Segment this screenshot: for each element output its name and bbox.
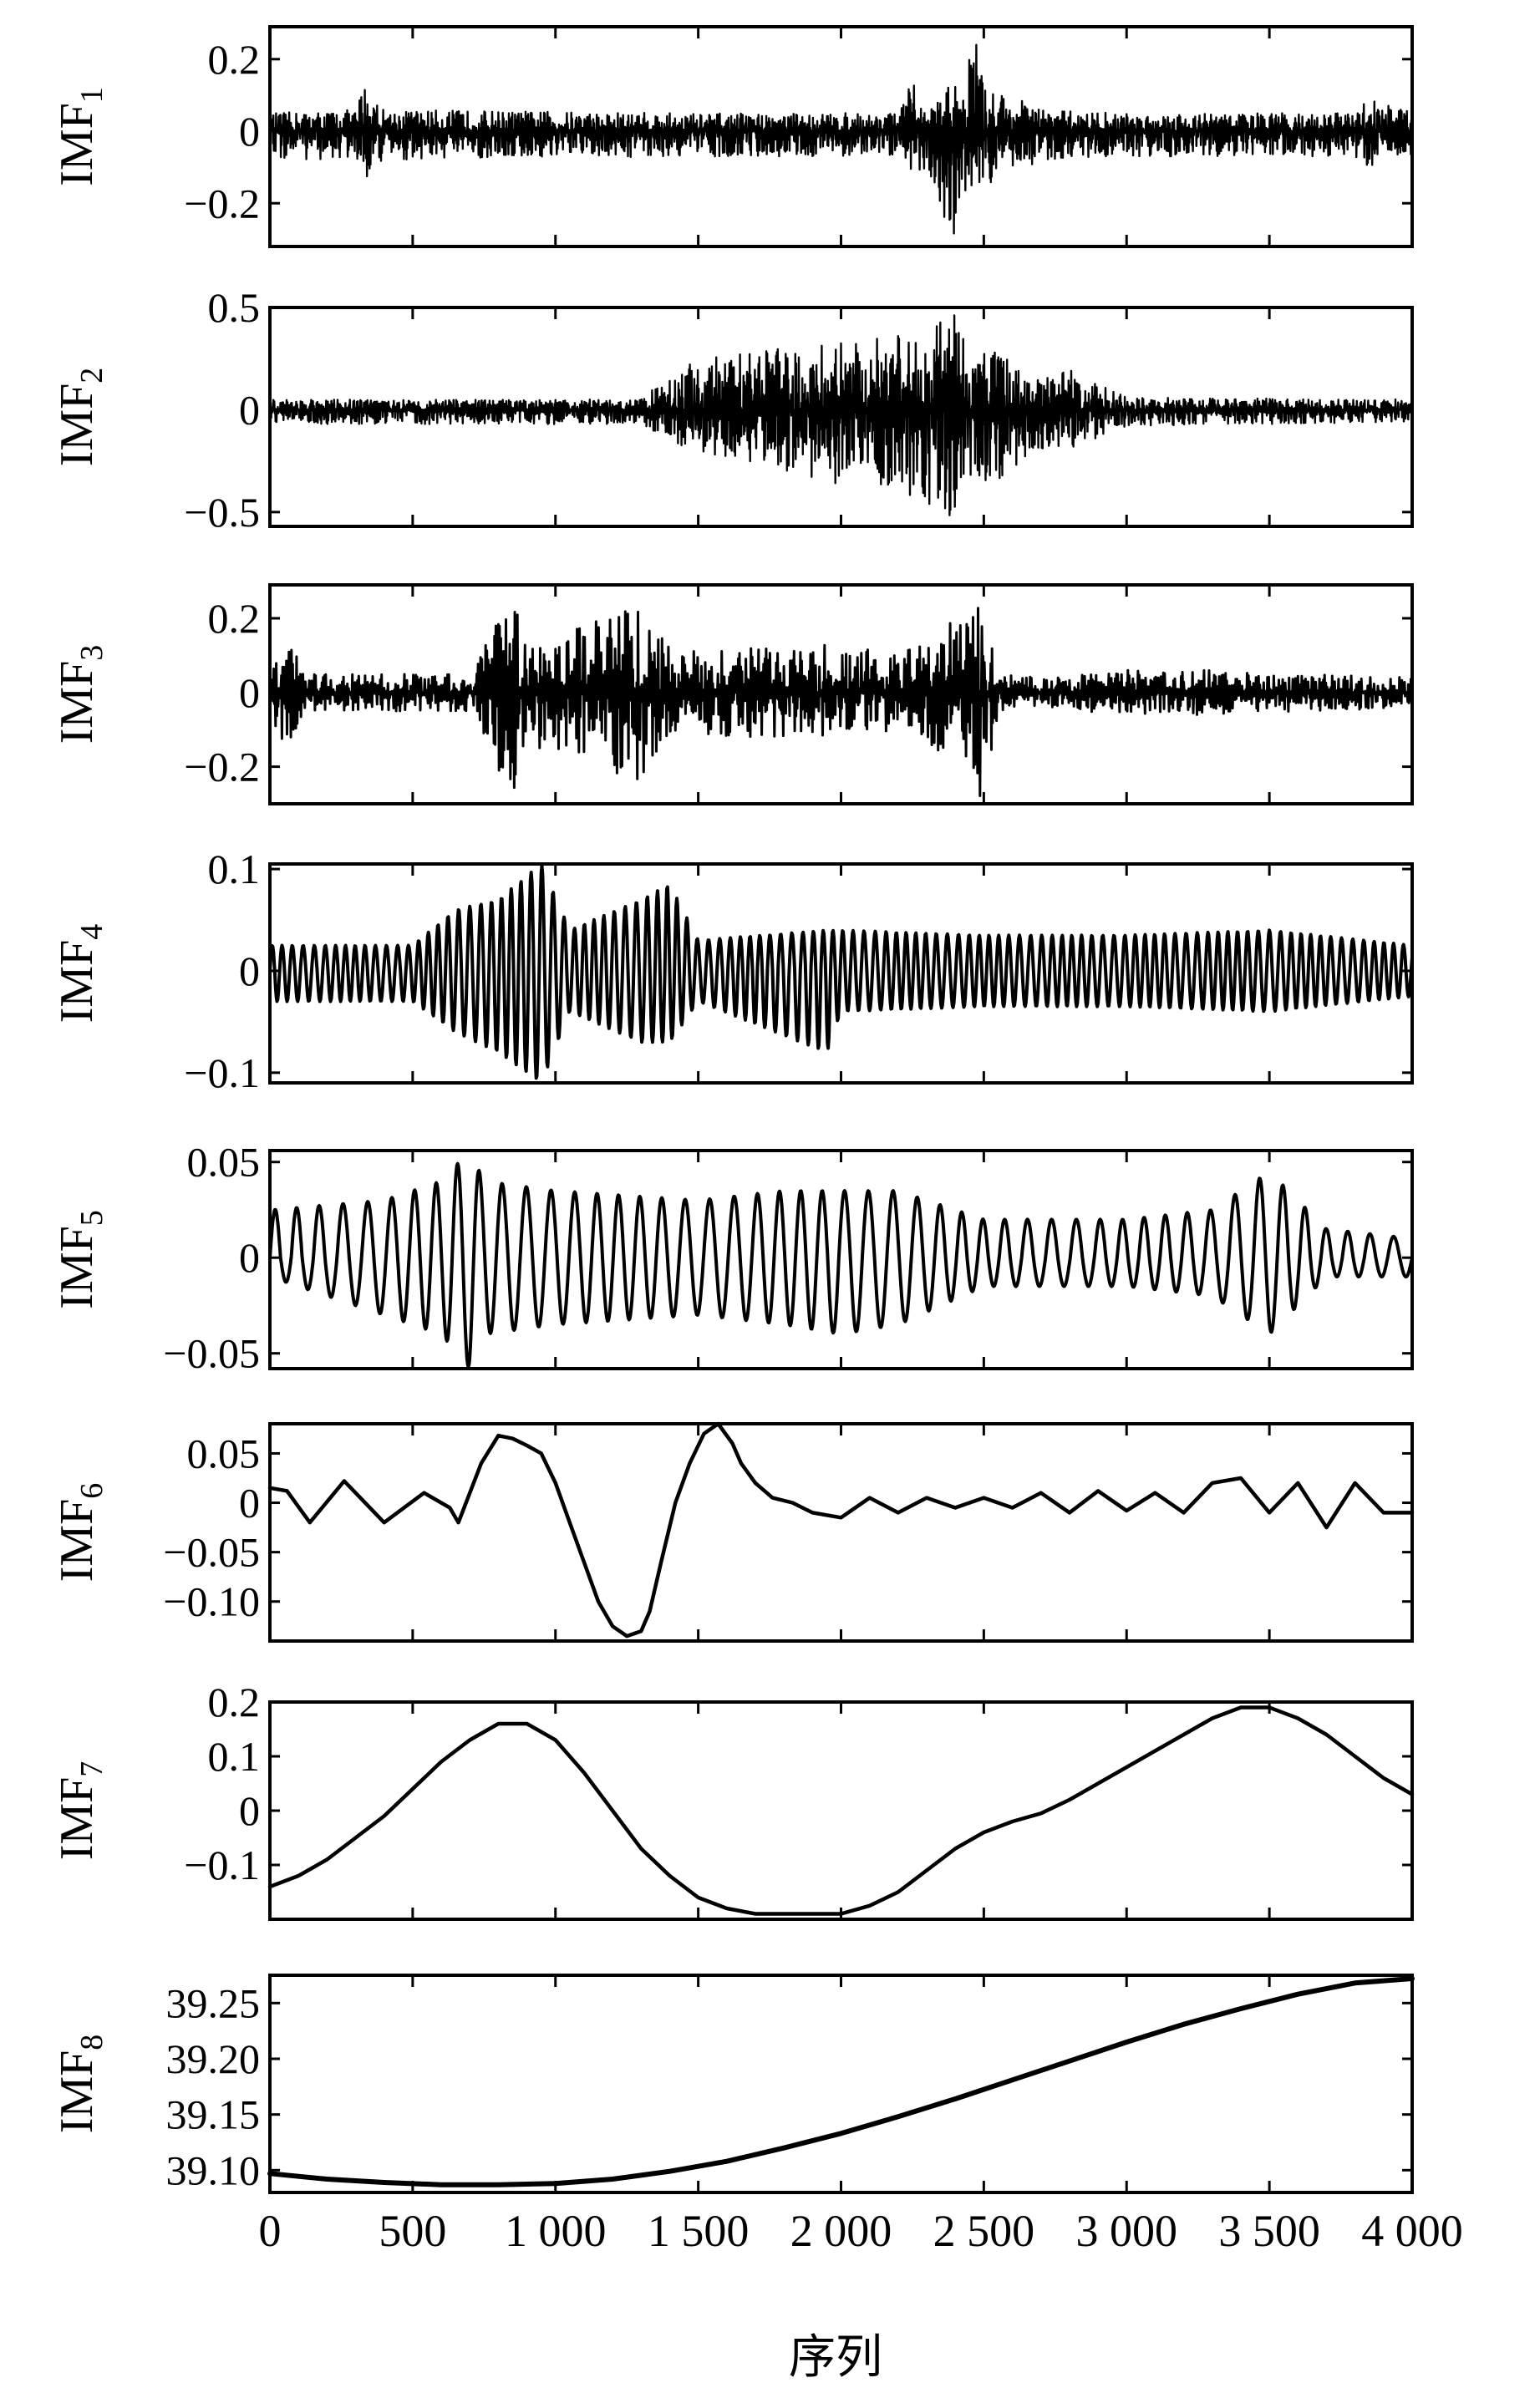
imf-panel: 0.2 0 −0.2 IMF1: [51, 25, 1414, 248]
y-tick-label: 0.1: [208, 846, 261, 892]
y-tick-label: −0.2: [184, 180, 260, 226]
y-tick-label: 0.2: [208, 36, 261, 83]
x-tick-label: 2 000: [790, 2206, 892, 2256]
y-tick-label: 0.2: [208, 1679, 261, 1725]
y-tick-label: 0: [239, 1787, 260, 1834]
panel-label: IMF1: [51, 87, 109, 186]
panel-label: IMF6: [51, 1483, 109, 1583]
imf-panel: 0.05 0 −0.05 IMF5: [51, 1139, 1414, 1377]
y-tick-label: −0.05: [163, 1529, 260, 1576]
imf-trace: [268, 43, 1414, 235]
x-axis-title: 序列: [789, 2332, 882, 2384]
y-tick-label: −0.10: [163, 1578, 260, 1625]
x-tick-label: 1 500: [648, 2206, 750, 2256]
imf-trace: [268, 607, 1414, 797]
y-tick-label: 0: [239, 1234, 260, 1281]
y-tick-label: −0.1: [184, 1049, 260, 1096]
panels: 0.20−0.2IMF10.50−0.5IMF20.20−0.2IMF30.10…: [51, 25, 1415, 2194]
x-tick-label: 4 000: [1361, 2206, 1463, 2256]
y-tick-label: 0.5: [208, 284, 261, 331]
y-tick-label: 39.20: [166, 2035, 261, 2082]
y-tick-label: 39.15: [166, 2091, 261, 2138]
y-tick-label: 0.05: [187, 1139, 261, 1186]
imf-trace: [267, 1421, 1415, 1639]
y-tick-label: 0: [239, 108, 260, 155]
imf-trace: [268, 864, 1414, 1080]
x-tick-label: 2 500: [933, 2206, 1035, 2256]
y-tick-label: 39.25: [166, 1979, 261, 2026]
imf-panel: 0.5 0 −0.5 IMF2: [51, 284, 1414, 536]
x-tick-label: 3 000: [1076, 2206, 1178, 2256]
imf-panel: 39.25 39.20 39.15 39.10 IMF8: [51, 1974, 1415, 2194]
y-tick-label: −0.05: [163, 1330, 260, 1377]
y-tick-label: 0: [239, 948, 260, 994]
panel-label: IMF4: [51, 924, 109, 1024]
panel-label: IMF7: [51, 1761, 109, 1861]
panel-frame: [268, 1422, 1414, 1643]
imf-trace: [267, 1976, 1415, 2187]
y-tick-label: 0: [239, 386, 260, 433]
imf-trace: [268, 1161, 1414, 1369]
y-tick-label: 39.10: [166, 2147, 261, 2193]
y-tick-label: 0.1: [208, 1733, 261, 1780]
x-tick-label: 3 500: [1218, 2206, 1320, 2256]
x-tick-label: 500: [379, 2206, 446, 2256]
imf-panel: 0.2 0.1 0 −0.1 IMF7: [51, 1679, 1415, 1921]
y-tick-label: 0.2: [208, 595, 261, 642]
panel-label: IMF5: [51, 1210, 109, 1309]
y-tick-label: 0: [239, 669, 260, 716]
x-tick-label: 0: [259, 2206, 282, 2256]
panel-label: IMF2: [51, 368, 109, 467]
panel-label: IMF8: [51, 2035, 109, 2134]
y-tick-label: −0.1: [184, 1842, 260, 1888]
panel-label: IMF3: [51, 645, 109, 744]
imf-panel: 0.1 0 −0.1 IMF4: [51, 846, 1414, 1096]
imf-panel: 0.2 0 −0.2 IMF3: [51, 583, 1414, 805]
imf-panel: 0.050−0.05−0.10 IMF6: [51, 1421, 1415, 1643]
y-tick-label: −0.2: [184, 744, 260, 790]
y-tick-label: −0.5: [184, 489, 260, 536]
x-tick-label: 1 000: [505, 2206, 607, 2256]
imf-trace: [267, 1705, 1415, 1916]
x-tick-labels: 0 500 1 000 1 500 2 000 2 500 3 000 3 500 4 000: [259, 2206, 1463, 2256]
imf-trace: [268, 314, 1414, 516]
panel-frame: [268, 1700, 1414, 1921]
y-tick-label: 0: [239, 1480, 260, 1527]
y-tick-label: 0.05: [187, 1430, 261, 1476]
